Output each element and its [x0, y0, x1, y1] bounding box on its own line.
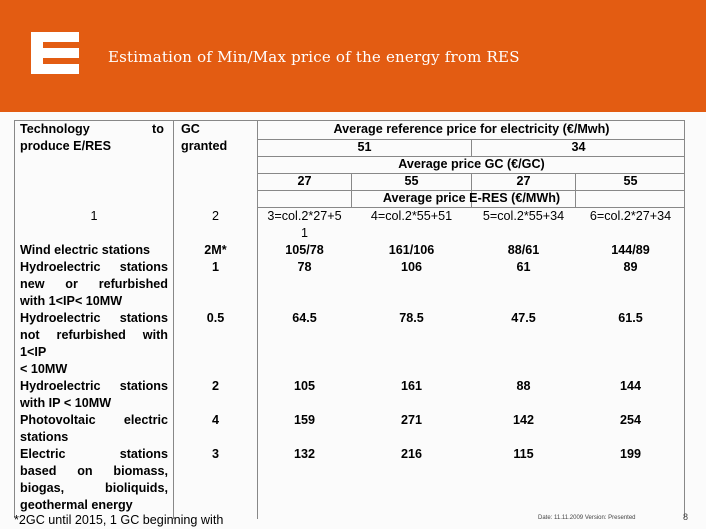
row-hydro-new-c3: 78	[297, 260, 312, 274]
row-bio-label-1: Electric stations	[20, 447, 168, 461]
header-avg-reference: Average reference price for electricity …	[333, 122, 610, 136]
row-hydro-new-c6: 89	[623, 260, 638, 274]
row-pv-c4: 271	[400, 413, 422, 427]
row-hydro-new-label-3: with 1<IP< 10MW	[20, 294, 123, 308]
index-col-2: 2	[211, 209, 219, 223]
slide-meta: Date: 11.11.2009 Version: Presented	[538, 515, 636, 521]
row-wind-gc: 2M*	[204, 243, 227, 257]
slide-body	[0, 112, 706, 529]
row-hydro-new-label-1: Hydroelectric stations	[20, 260, 168, 274]
row-wind-c5: 88/61	[507, 243, 540, 257]
cez-logo-icon	[31, 32, 79, 74]
row-bio-label-3: biogas, bioliquids,	[20, 481, 168, 495]
index-col-5: 5=col.2*55+34	[482, 209, 565, 223]
row-wind-label: Wind electric stations	[20, 243, 151, 257]
row-hydro-small-c6: 144	[619, 379, 641, 393]
header-gc-55a: 55	[404, 174, 419, 188]
price-table: Technology to produce E/RES GC granted A…	[14, 120, 685, 519]
row-wind-c6: 144/89	[611, 243, 650, 257]
row-hydro-small-c5: 88	[516, 379, 531, 393]
row-hydro-small-label-1: Hydroelectric stations	[20, 379, 168, 393]
row-hydro-small-c3: 105	[293, 379, 315, 393]
row-hydro-small-label-2: with IP < 10MW	[20, 396, 112, 410]
row-hydro-new-gc: 1	[211, 260, 219, 274]
title-banner: Estimation of Min/Max price of the energ…	[0, 0, 706, 112]
row-hydro-old-c6: 61.5	[618, 311, 643, 325]
row-hydro-small-c4: 161	[400, 379, 422, 393]
header-avg-gc: Average price GC (€/GC)	[398, 157, 545, 171]
header-avg-eres: Average price E-RES (€/MWh)	[382, 191, 561, 205]
index-col-1: 1	[90, 209, 98, 223]
row-bio-gc: 3	[211, 447, 219, 461]
row-pv-c6: 254	[619, 413, 641, 427]
row-hydro-new-label-2: new or refurbished	[20, 277, 168, 291]
header-technology: Technology	[20, 122, 90, 136]
row-pv-c5: 142	[512, 413, 534, 427]
row-pv-label-2: stations	[20, 430, 69, 444]
row-hydro-old-label-1: Hydroelectric stations	[20, 311, 168, 325]
row-bio-label-4: geothermal energy	[20, 498, 133, 512]
row-hydro-old-gc: 0.5	[206, 311, 225, 325]
row-pv-label-1: Photovoltaic electric	[20, 413, 168, 427]
row-hydro-old-label-2: not refurbished with	[20, 328, 168, 342]
row-hydro-old-c3: 64.5	[292, 311, 317, 325]
row-hydro-old-c5: 47.5	[511, 311, 536, 325]
row-hydro-new-c5: 61	[516, 260, 531, 274]
row-hydro-old-c4: 78.5	[399, 311, 424, 325]
slide-title: Estimation of Min/Max price of the energ…	[108, 48, 520, 66]
header-ref-51: 51	[357, 140, 372, 154]
index-col-3: 3=col.2*27+5	[267, 209, 342, 223]
row-bio-label-2: based on biomass,	[20, 464, 168, 478]
row-hydro-new-c4: 106	[400, 260, 422, 274]
row-bio-c4: 216	[400, 447, 422, 461]
row-pv-c3: 159	[293, 413, 315, 427]
header-technology-to: to	[152, 122, 164, 136]
header-gc-27a: 27	[297, 174, 312, 188]
header-ref-34: 34	[571, 140, 586, 154]
page-number: 8	[683, 512, 689, 522]
row-bio-c3: 132	[293, 447, 315, 461]
index-col-3-cont: 1	[300, 226, 308, 240]
row-pv-gc: 4	[211, 413, 219, 427]
footnote: *2GC until 2015, 1 GC beginning with	[14, 513, 224, 527]
row-hydro-small-gc: 2	[211, 379, 219, 393]
header-gc-granted: granted	[181, 139, 228, 153]
index-col-4: 4=col.2*55+51	[370, 209, 453, 223]
row-bio-c5: 115	[513, 447, 534, 461]
row-hydro-old-label-4: < 10MW	[20, 362, 68, 376]
header-gc-55b: 55	[623, 174, 638, 188]
row-wind-c4: 161/106	[388, 243, 435, 257]
row-wind-c3: 105/78	[285, 243, 324, 257]
row-bio-c6: 199	[619, 447, 641, 461]
index-col-6: 6=col.2*27+34	[589, 209, 672, 223]
header-gc: GC	[181, 122, 200, 136]
row-hydro-old-label-3: 1<IP	[20, 345, 47, 359]
header-gc-27b: 27	[516, 174, 531, 188]
header-produce: produce E/RES	[20, 139, 111, 153]
